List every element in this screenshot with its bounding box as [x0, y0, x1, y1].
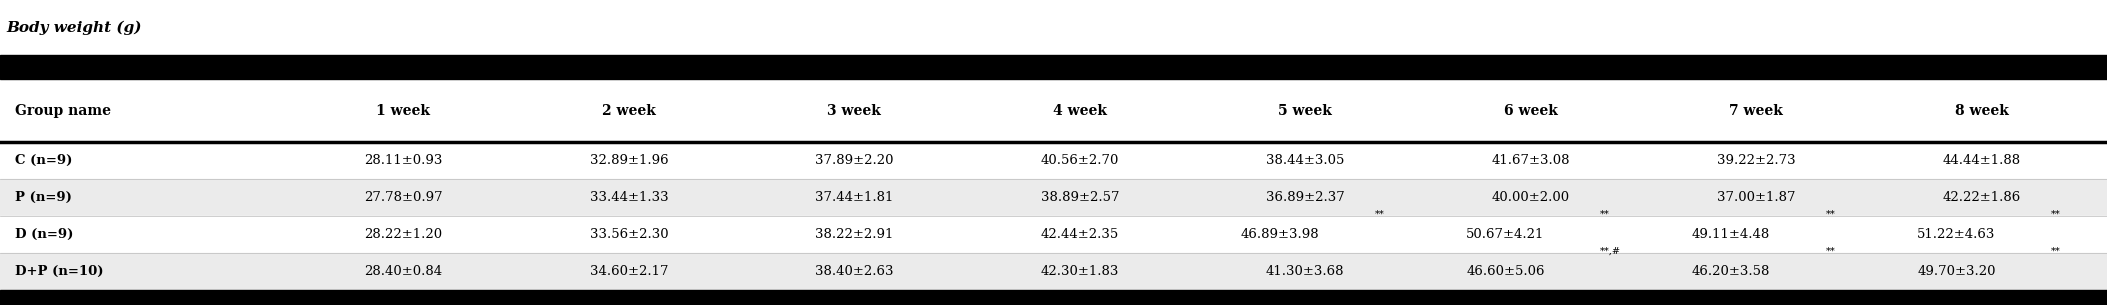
Text: 40.56±2.70: 40.56±2.70 [1041, 154, 1119, 167]
Text: 37.00±1.87: 37.00±1.87 [1717, 191, 1795, 204]
Text: 41.67±3.08: 41.67±3.08 [1492, 154, 1570, 167]
Text: 46.20±3.58: 46.20±3.58 [1692, 265, 1770, 278]
Text: 28.11±0.93: 28.11±0.93 [365, 154, 442, 167]
Text: 49.70±3.20: 49.70±3.20 [1917, 265, 1995, 278]
Text: D (n=9): D (n=9) [15, 228, 74, 241]
Bar [0, 216, 2107, 253]
Text: 38.89±2.57: 38.89±2.57 [1041, 191, 1119, 204]
Text: 42.44±2.35: 42.44±2.35 [1041, 228, 1119, 241]
Text: 32.89±1.96: 32.89±1.96 [590, 154, 668, 167]
Text: 46.60±5.06: 46.60±5.06 [1466, 265, 1544, 278]
Text: 44.44±1.88: 44.44±1.88 [1943, 154, 2021, 167]
Text: 34.60±2.17: 34.60±2.17 [590, 265, 668, 278]
Text: 41.30±3.68: 41.30±3.68 [1266, 265, 1344, 278]
Text: 2 week: 2 week [603, 104, 655, 117]
Text: 33.44±1.33: 33.44±1.33 [590, 191, 668, 204]
Text: **: ** [1825, 247, 1835, 256]
Text: 42.22±1.86: 42.22±1.86 [1943, 191, 2021, 204]
Text: **: ** [1374, 210, 1384, 219]
Bar [0, 179, 2107, 216]
Text: 8 week: 8 week [1955, 104, 2008, 117]
Bar [0, 79, 2107, 142]
Bar [0, 253, 2107, 290]
Text: 28.40±0.84: 28.40±0.84 [365, 265, 442, 278]
Text: 38.44±3.05: 38.44±3.05 [1266, 154, 1344, 167]
Text: 4 week: 4 week [1054, 104, 1106, 117]
Text: C (n=9): C (n=9) [15, 154, 72, 167]
Text: 28.22±1.20: 28.22±1.20 [365, 228, 442, 241]
Text: 5 week: 5 week [1279, 104, 1332, 117]
Text: **: ** [1825, 210, 1835, 219]
Text: Group name: Group name [15, 104, 112, 117]
Text: 50.67±4.21: 50.67±4.21 [1466, 228, 1544, 241]
Text: 7 week: 7 week [1730, 104, 1783, 117]
Text: **: ** [2050, 210, 2061, 219]
Text: **: ** [2050, 247, 2061, 256]
Text: P (n=9): P (n=9) [15, 191, 72, 204]
Text: 37.44±1.81: 37.44±1.81 [815, 191, 893, 204]
Bar [0, 290, 2107, 305]
Text: 42.30±1.83: 42.30±1.83 [1041, 265, 1119, 278]
Text: 33.56±2.30: 33.56±2.30 [590, 228, 668, 241]
Text: 38.22±2.91: 38.22±2.91 [815, 228, 893, 241]
Text: 3 week: 3 week [828, 104, 881, 117]
Text: 38.40±2.63: 38.40±2.63 [815, 265, 893, 278]
Text: 36.89±2.37: 36.89±2.37 [1266, 191, 1344, 204]
Text: D+P (n=10): D+P (n=10) [15, 265, 103, 278]
Text: 6 week: 6 week [1504, 104, 1557, 117]
Text: 46.89±3.98: 46.89±3.98 [1241, 228, 1319, 241]
Text: **,#: **,# [1601, 247, 1620, 256]
Text: 40.00±2.00: 40.00±2.00 [1492, 191, 1570, 204]
Text: 39.22±2.73: 39.22±2.73 [1717, 154, 1795, 167]
Bar [0, 55, 2107, 79]
Text: 27.78±0.97: 27.78±0.97 [365, 191, 442, 204]
Text: 49.11±4.48: 49.11±4.48 [1692, 228, 1770, 241]
Text: Body weight (g): Body weight (g) [6, 20, 141, 35]
Text: 51.22±4.63: 51.22±4.63 [1917, 228, 1995, 241]
Text: **: ** [1601, 210, 1610, 219]
Text: 37.89±2.20: 37.89±2.20 [815, 154, 893, 167]
Bar [0, 142, 2107, 179]
Text: 1 week: 1 week [377, 104, 430, 117]
